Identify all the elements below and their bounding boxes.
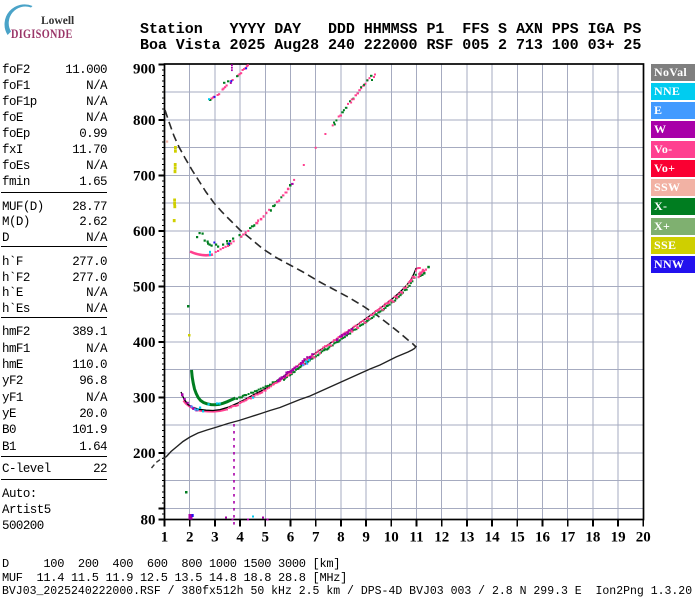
svg-text:900: 900 <box>133 61 156 77</box>
svg-text:6: 6 <box>287 530 295 546</box>
svg-text:9: 9 <box>362 530 370 546</box>
svg-text:11: 11 <box>409 530 423 546</box>
svg-text:500: 500 <box>133 280 156 296</box>
svg-text:400: 400 <box>133 335 156 351</box>
svg-text:4: 4 <box>236 530 244 546</box>
svg-text:16: 16 <box>535 530 551 546</box>
svg-text:10: 10 <box>384 530 399 546</box>
svg-text:80: 80 <box>141 512 156 528</box>
svg-text:800: 800 <box>133 113 156 129</box>
svg-text:8: 8 <box>337 530 345 546</box>
svg-text:700: 700 <box>133 169 156 185</box>
svg-text:1: 1 <box>161 530 169 546</box>
svg-text:200: 200 <box>133 446 156 462</box>
svg-text:20: 20 <box>636 530 651 546</box>
svg-text:19: 19 <box>611 530 626 546</box>
svg-text:18: 18 <box>585 530 600 546</box>
svg-text:13: 13 <box>459 530 474 546</box>
svg-text:7: 7 <box>312 530 320 546</box>
svg-text:3: 3 <box>211 530 219 546</box>
svg-text:17: 17 <box>560 530 576 546</box>
svg-text:300: 300 <box>133 390 156 406</box>
svg-text:2: 2 <box>186 530 194 546</box>
svg-text:600: 600 <box>133 224 156 240</box>
svg-text:12: 12 <box>434 530 449 546</box>
svg-text:15: 15 <box>510 530 525 546</box>
svg-text:14: 14 <box>485 530 501 546</box>
svg-text:5: 5 <box>262 530 270 546</box>
